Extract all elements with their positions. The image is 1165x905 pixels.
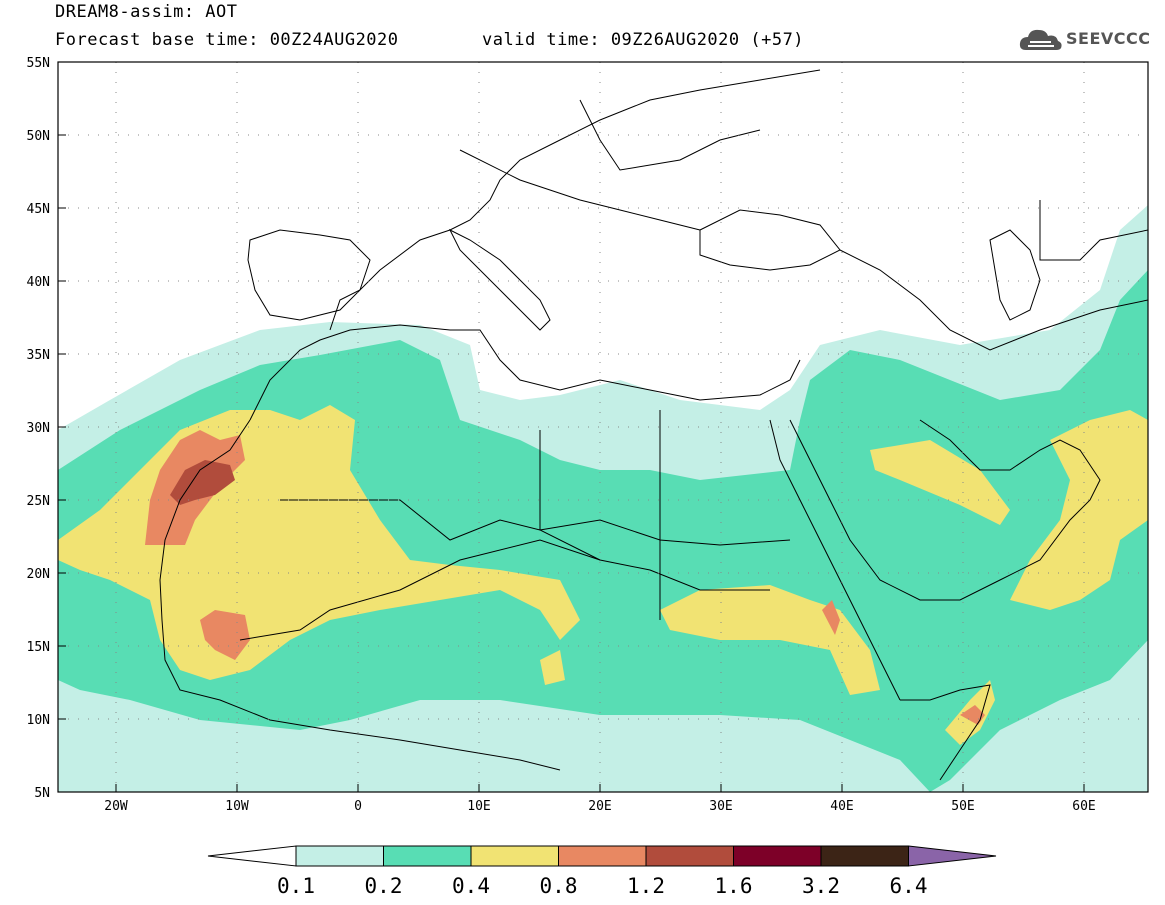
- lat-label: 35N: [27, 348, 50, 363]
- colorbar-segment: [470, 845, 559, 867]
- aot-band-0-4f: [540, 650, 565, 685]
- border-middle-east: [839, 249, 1148, 351]
- colorbar-label: 0.8: [540, 874, 578, 898]
- lat-label: 10N: [27, 713, 50, 728]
- lon-label: 30E: [709, 799, 732, 814]
- border-libya-chad: [539, 430, 601, 561]
- colorbar-label: 1.6: [715, 874, 753, 898]
- colorbar-label: 0.2: [365, 874, 403, 898]
- axis-ticks: [58, 61, 1085, 793]
- colorbar-segment: [645, 845, 734, 867]
- lon-label: 10E: [467, 799, 490, 814]
- lat-label: 45N: [27, 202, 50, 217]
- lon-label: 20E: [588, 799, 611, 814]
- lat-label: 20N: [27, 567, 50, 582]
- lat-label: 5N: [34, 786, 50, 801]
- colorbar-label: 6.4: [890, 874, 928, 898]
- coastline-black-sea: [699, 209, 841, 271]
- colorbar-segment: [295, 845, 384, 867]
- lat-label: 30N: [27, 421, 50, 436]
- border-eastern-europe: [579, 99, 761, 171]
- border-central-europe: [459, 149, 701, 231]
- colorbar-segment: [558, 845, 647, 867]
- cloud-icon: [1019, 29, 1062, 50]
- logo-text: SEEVCCC: [1066, 29, 1151, 48]
- lon-label: 0: [354, 799, 362, 814]
- aot-band-0-2: [58, 270, 1148, 792]
- lon-label: 20W: [104, 799, 128, 814]
- map-title: DREAM8-assim: AOT: [55, 2, 238, 22]
- colorbar-segment: [383, 845, 472, 867]
- coastline-west-europe: [329, 69, 821, 331]
- base-time: Forecast base time: 00Z24AUG2020: [55, 30, 399, 50]
- aot-band-0-8d: [960, 705, 985, 725]
- lon-label: 10W: [225, 799, 249, 814]
- lat-label: 50N: [27, 129, 50, 144]
- lat-label: 55N: [27, 56, 50, 71]
- coastline-west-africa: [159, 419, 561, 771]
- colorbar: 0.1 0.2 0.4 0.8 1.2 1.6 3.2 6.4: [207, 845, 997, 898]
- coastline-caspian: [989, 229, 1041, 321]
- lat-label: 15N: [27, 640, 50, 655]
- colorbar-segment: [733, 845, 822, 867]
- lon-labels: 20W 10W 0 10E 20E 30E 40E 50E 60E: [104, 799, 1095, 814]
- coastline-italy: [448, 228, 551, 331]
- aot-band-0-8c: [822, 600, 840, 635]
- forecast-times: Forecast base time: 00Z24AUG2020 valid ti…: [55, 30, 804, 50]
- aot-band-0-4c: [870, 440, 1010, 525]
- coastline-iberia: [247, 229, 371, 321]
- coastline-horn-of-africa: [900, 684, 991, 781]
- aot-shading: [58, 205, 1148, 792]
- lon-label: 60E: [1072, 799, 1095, 814]
- border-sahel: [239, 539, 770, 641]
- border-central-asia: [1039, 200, 1148, 261]
- valid-time: valid time: 09Z26AUG2020 (+57): [482, 30, 805, 50]
- coastline-red-sea: [769, 419, 901, 701]
- aot-band-1-2: [170, 460, 235, 505]
- colorbar-label: 0.4: [452, 874, 490, 898]
- coastlines-borders: [159, 69, 1148, 781]
- colorbar-segment: [820, 845, 909, 867]
- colorbar-high-arrow: [908, 845, 997, 867]
- aot-band-0-4d: [1010, 410, 1148, 610]
- colorbar-label: 3.2: [802, 874, 840, 898]
- seevccc-logo: SEEVCCC: [1018, 24, 1151, 58]
- lon-label: 50E: [951, 799, 974, 814]
- colorbar-label: 1.2: [627, 874, 665, 898]
- lat-label: 25N: [27, 494, 50, 509]
- lat-labels: 55N 50N 45N 40N 35N 30N 25N 20N 15N 10N …: [27, 56, 50, 801]
- coastline-arabia: [789, 419, 1101, 601]
- colorbar-low-arrow: [207, 845, 297, 867]
- lon-label: 40E: [830, 799, 853, 814]
- lat-label: 40N: [27, 275, 50, 290]
- coastline-north-africa: [249, 324, 801, 421]
- colorbar-label: 0.1: [277, 874, 315, 898]
